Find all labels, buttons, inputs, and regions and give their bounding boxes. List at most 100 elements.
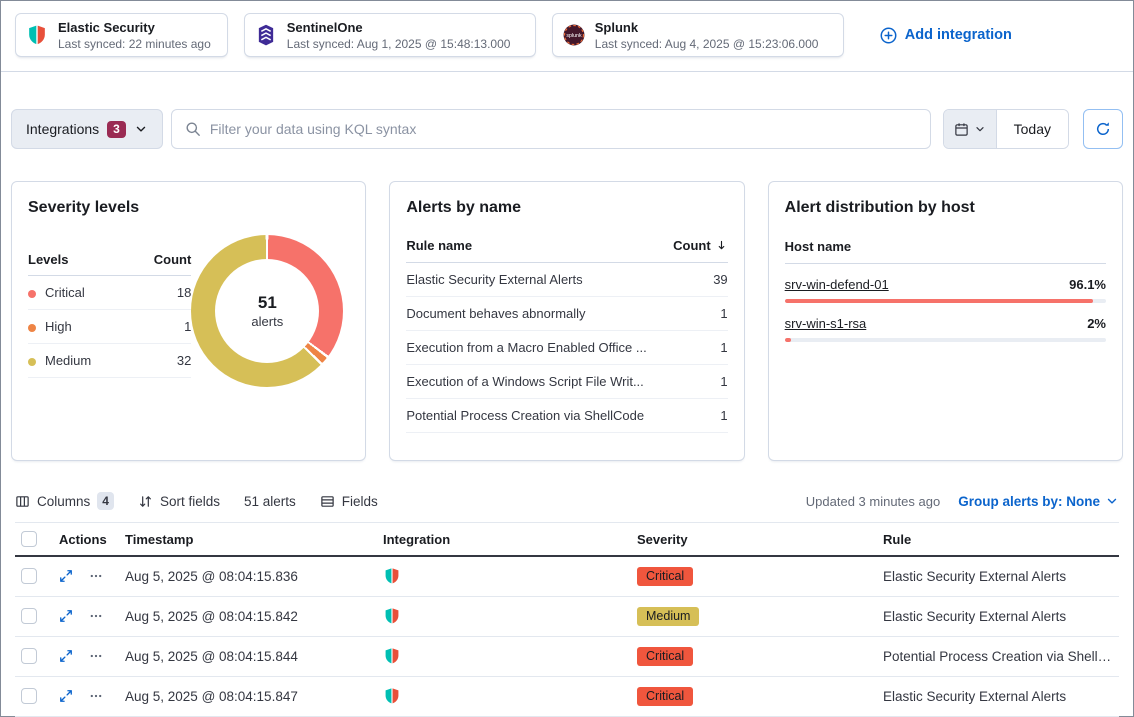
- timestamp-column-header[interactable]: Timestamp: [119, 522, 377, 557]
- severity-level-label: Medium: [45, 353, 92, 368]
- chevron-down-icon: [1105, 494, 1119, 508]
- severity-level-label: High: [45, 319, 72, 334]
- integrations-filter-button[interactable]: Integrations 3: [11, 109, 163, 149]
- host-name-link[interactable]: srv-win-s1-rsa: [784, 316, 867, 331]
- severity-row-high[interactable]: High 1: [28, 309, 192, 344]
- refresh-button[interactable]: [1083, 109, 1123, 149]
- topbar-divider: [1, 71, 1133, 72]
- integration-name: SentinelOne: [286, 19, 363, 35]
- host-name-link[interactable]: srv-win-defend-01: [784, 277, 889, 292]
- kql-search-input[interactable]: [209, 121, 917, 137]
- severity-row-medium[interactable]: Medium 32: [28, 343, 192, 378]
- columns-count-badge: 4: [97, 492, 114, 510]
- expand-alert-button[interactable]: [59, 569, 73, 583]
- add-integration-label: Add integration: [904, 27, 1012, 43]
- alerts-by-name-scroll[interactable]: Rule name Count Elastic Security Externa…: [406, 229, 728, 437]
- host-bar-track: [784, 299, 1106, 303]
- integration-card-elastic-security[interactable]: Elastic Security Last synced: 22 minutes…: [15, 13, 228, 57]
- alert-count-label: 51 alerts: [244, 493, 296, 509]
- alerts-by-name-table: Rule name Count Elastic Security Externa…: [406, 229, 728, 437]
- alert-row: Aug 5, 2025 @ 08:04:15.844 Critical Pote…: [15, 636, 1119, 677]
- row-checkbox[interactable]: [21, 648, 37, 664]
- row-checkbox[interactable]: [21, 568, 37, 585]
- rule-count-row[interactable]: Elastic Security External Alerts 39: [406, 262, 728, 297]
- count-column-header[interactable]: Count: [656, 229, 728, 263]
- expand-icon: [59, 689, 73, 703]
- rule-name: Elastic Security External Alerts: [406, 262, 657, 297]
- rule-name: Execution of a Windows Script File Writ.…: [406, 364, 657, 399]
- severity-column-header[interactable]: Severity: [631, 522, 877, 557]
- fields-button[interactable]: Fields: [320, 494, 378, 509]
- rule-count-row[interactable]: PowerShell Obfuscation Detected1: [406, 432, 728, 437]
- integration-last-synced: Last synced: Aug 4, 2025 @ 15:23:06.000: [594, 36, 819, 51]
- host-bar-fill: [784, 299, 1094, 303]
- row-checkbox[interactable]: [21, 688, 37, 704]
- more-actions-button[interactable]: [89, 649, 103, 663]
- alert-rule: Elastic Security External Alerts: [877, 596, 1119, 637]
- alerts-by-name-panel: Alerts by name Rule name Count: [389, 181, 745, 461]
- elastic-security-icon: [26, 24, 48, 46]
- alert-timestamp: Aug 5, 2025 @ 08:04:15.836: [119, 556, 377, 597]
- date-picker-button[interactable]: [943, 110, 997, 148]
- host-percentage: 2%: [1087, 316, 1106, 331]
- more-actions-button[interactable]: [89, 569, 103, 583]
- filter-bar: Integrations 3 Today: [11, 109, 1123, 149]
- integration-name: Splunk: [594, 19, 639, 35]
- rule-count: 1: [656, 364, 728, 399]
- alert-timestamp: Aug 5, 2025 @ 08:04:15.842: [119, 596, 377, 637]
- expand-alert-button[interactable]: [59, 649, 73, 663]
- rule-count: 1: [656, 330, 728, 365]
- more-actions-button[interactable]: [89, 689, 103, 703]
- group-alerts-by-button[interactable]: Group alerts by: None: [958, 494, 1119, 509]
- critical-dot-icon: [28, 289, 36, 298]
- integrations-topbar: Elastic Security Last synced: 22 minutes…: [1, 1, 1133, 71]
- alerts-table: Actions Timestamp Integration Severity R…: [15, 522, 1119, 717]
- severity-row-critical[interactable]: Critical 18: [28, 275, 192, 310]
- alert-rule: Elastic Security External Alerts: [877, 676, 1119, 717]
- ellipsis-icon: [89, 609, 103, 623]
- integration-card-sentinelone[interactable]: SentinelOne Last synced: Aug 1, 2025 @ 1…: [243, 13, 536, 57]
- sort-fields-button[interactable]: Sort fields: [138, 494, 220, 509]
- rule-count-row[interactable]: Execution from a Macro Enabled Office ..…: [406, 330, 728, 365]
- expand-icon: [59, 649, 73, 663]
- rule-count-row[interactable]: Execution of a Windows Script File Writ.…: [406, 364, 728, 399]
- severity-badge: Critical: [637, 646, 694, 666]
- rule-count-row[interactable]: Potential Process Creation via ShellCode…: [406, 398, 728, 433]
- alerts-toolbar: Columns 4 Sort fields 51 alerts Fields U…: [15, 489, 1119, 513]
- host-row: srv-win-defend-01 96.1%: [784, 277, 1106, 303]
- panel-title: Severity levels: [28, 199, 140, 216]
- add-integration-button[interactable]: Add integration: [880, 27, 1012, 44]
- rule-count-row[interactable]: Document behaves abnormally 1: [406, 296, 728, 331]
- severity-level-label: Critical: [45, 285, 85, 300]
- total-alert-label: alerts: [251, 314, 284, 329]
- severity-badge: Critical: [637, 686, 694, 706]
- host-name-column-header: Host name: [784, 229, 1106, 264]
- integration-column-header[interactable]: Integration: [377, 522, 631, 557]
- today-button[interactable]: Today: [996, 110, 1068, 148]
- alert-timestamp: Aug 5, 2025 @ 08:04:15.844: [119, 636, 377, 677]
- levels-column-header: Levels: [28, 244, 131, 276]
- high-dot-icon: [28, 323, 36, 332]
- elastic-security-icon: [383, 647, 401, 665]
- rule-count: 1: [656, 432, 728, 437]
- kql-search-box: [170, 109, 931, 149]
- expand-alert-button[interactable]: [59, 689, 73, 703]
- alert-row: Aug 5, 2025 @ 08:04:15.842 Medium Elasti…: [15, 596, 1119, 637]
- alert-row: Aug 5, 2025 @ 08:04:15.836 Critical Elas…: [15, 556, 1119, 597]
- more-actions-button[interactable]: [89, 609, 103, 623]
- row-checkbox[interactable]: [21, 608, 37, 624]
- rule-name: Execution from a Macro Enabled Office ..…: [406, 330, 657, 365]
- plus-circle-icon: [880, 27, 897, 44]
- host-bar-track: [784, 338, 1106, 342]
- expand-icon: [59, 569, 73, 583]
- chevron-down-icon: [134, 122, 148, 136]
- updated-timestamp: Updated 3 minutes ago: [805, 493, 941, 509]
- rule-name: Potential Process Creation via ShellCode: [406, 398, 657, 433]
- rule-column-header[interactable]: Rule: [877, 522, 1119, 557]
- integration-card-splunk[interactable]: Splunk Last synced: Aug 4, 2025 @ 15:23:…: [551, 13, 844, 57]
- rule-name: PowerShell Obfuscation Detected: [406, 432, 657, 437]
- expand-icon: [59, 609, 73, 623]
- columns-button[interactable]: Columns 4: [15, 492, 114, 510]
- expand-alert-button[interactable]: [59, 609, 73, 623]
- select-all-checkbox[interactable]: [21, 531, 37, 547]
